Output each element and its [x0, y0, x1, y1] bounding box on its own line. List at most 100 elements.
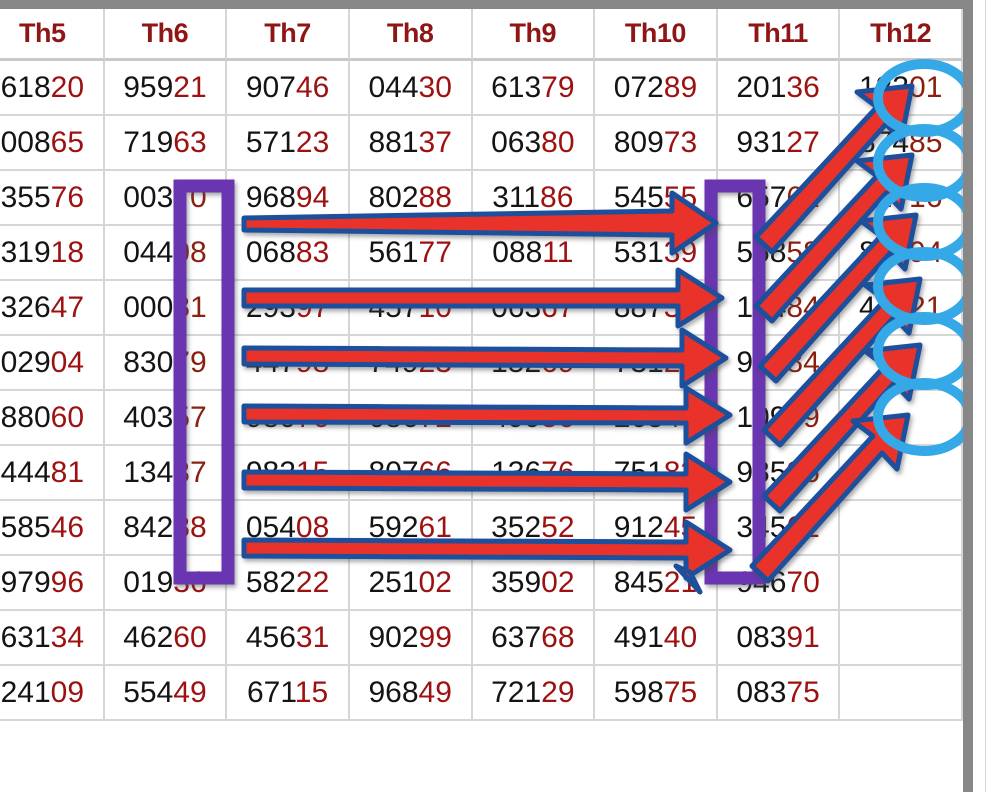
table-cell[interactable]: [840, 391, 963, 446]
table-cell[interactable]: [840, 501, 963, 556]
table-cell[interactable]: 35252: [472, 501, 596, 556]
table-cell[interactable]: 06380: [472, 116, 596, 171]
column-header-th10[interactable]: Th10: [595, 9, 718, 61]
column-header-th12[interactable]: Th12: [840, 9, 963, 61]
table-cell[interactable]: 87485: [840, 116, 963, 171]
column-header-th11[interactable]: Th11: [717, 9, 841, 61]
table-cell[interactable]: 58222: [227, 556, 350, 611]
table-cell[interactable]: 25102: [349, 556, 473, 611]
table-cell[interactable]: 06883: [227, 226, 350, 281]
table-cell[interactable]: 98526: [717, 446, 841, 501]
table-cell[interactable]: 80288: [349, 171, 473, 226]
table-cell[interactable]: 71963: [104, 116, 228, 171]
table-cell[interactable]: 00081: [104, 281, 228, 336]
table-cell[interactable]: 67115: [227, 666, 350, 721]
table-cell[interactable]: 94670: [717, 556, 841, 611]
table-cell[interactable]: 02904: [0, 336, 105, 391]
table-cell[interactable]: 24109: [0, 666, 105, 721]
table-cell[interactable]: 00370: [104, 171, 228, 226]
table-cell[interactable]: 80766: [349, 446, 473, 501]
table-cell[interactable]: 34562: [717, 501, 841, 556]
table-cell[interactable]: 26547: [595, 391, 718, 446]
table-cell[interactable]: 96894: [227, 171, 350, 226]
table-cell[interactable]: 57123: [227, 116, 350, 171]
table-cell[interactable]: 08672: [349, 391, 473, 446]
table-cell[interactable]: 04430: [349, 61, 473, 116]
table-cell[interactable]: 35576: [0, 171, 105, 226]
table-cell[interactable]: 96849: [349, 666, 473, 721]
table-cell[interactable]: 84288: [104, 501, 228, 556]
table-cell[interactable]: 90746: [227, 61, 350, 116]
table-cell[interactable]: 13437: [104, 446, 228, 501]
table-cell[interactable]: 13484: [717, 281, 841, 336]
column-header-th6[interactable]: Th6: [104, 9, 228, 61]
table-cell[interactable]: 10949: [717, 391, 841, 446]
table-cell[interactable]: 05408: [227, 501, 350, 556]
table-cell[interactable]: 83079: [104, 336, 228, 391]
table-cell[interactable]: 61820: [0, 61, 105, 116]
column-header-th7[interactable]: Th7: [227, 9, 350, 61]
table-cell[interactable]: 49956: [472, 391, 596, 446]
table-cell[interactable]: 20136: [717, 61, 841, 116]
table-cell[interactable]: [840, 666, 963, 721]
table-cell[interactable]: 01936: [104, 556, 228, 611]
table-cell[interactable]: 91484: [717, 336, 841, 391]
table-cell[interactable]: 59875: [595, 666, 718, 721]
table-cell[interactable]: 63768: [472, 611, 596, 666]
table-cell[interactable]: 88060: [0, 391, 105, 446]
table-cell[interactable]: 31918: [0, 226, 105, 281]
table-cell[interactable]: 32647: [0, 281, 105, 336]
table-cell[interactable]: 49140: [595, 611, 718, 666]
table-cell[interactable]: 45631: [227, 611, 350, 666]
table-cell[interactable]: 46260: [104, 611, 228, 666]
table-cell[interactable]: 90299: [349, 611, 473, 666]
table-cell[interactable]: 88733: [595, 281, 718, 336]
table-cell[interactable]: 74923: [349, 336, 473, 391]
table-cell[interactable]: 93127: [717, 116, 841, 171]
table-cell[interactable]: 44481: [0, 446, 105, 501]
table-cell[interactable]: 45710: [349, 281, 473, 336]
table-cell[interactable]: 87094: [840, 226, 963, 281]
table-cell[interactable]: 56177: [349, 226, 473, 281]
table-cell[interactable]: 79: [840, 336, 963, 391]
table-cell[interactable]: 73121: [595, 336, 718, 391]
column-header-th5[interactable]: Th5: [0, 9, 105, 61]
table-cell[interactable]: 07289: [595, 61, 718, 116]
table-cell[interactable]: 88137: [349, 116, 473, 171]
table-cell[interactable]: 54555: [595, 171, 718, 226]
table-cell[interactable]: 61379: [472, 61, 596, 116]
table-cell[interactable]: 08375: [717, 666, 841, 721]
table-cell[interactable]: 47521: [840, 281, 963, 336]
table-cell[interactable]: 08391: [717, 611, 841, 666]
table-cell[interactable]: 58546: [0, 501, 105, 556]
table-cell[interactable]: 80973: [595, 116, 718, 171]
table-cell[interactable]: 08811: [472, 226, 596, 281]
table-cell[interactable]: 55858: [717, 226, 841, 281]
table-cell[interactable]: 29397: [227, 281, 350, 336]
table-cell[interactable]: 44798: [227, 336, 350, 391]
table-cell[interactable]: 98215: [227, 446, 350, 501]
table-cell[interactable]: 13676: [472, 446, 596, 501]
table-cell[interactable]: 65761: [717, 171, 841, 226]
table-cell[interactable]: 00865: [0, 116, 105, 171]
table-cell[interactable]: 06367: [472, 281, 596, 336]
table-cell[interactable]: 01716: [840, 171, 963, 226]
table-cell[interactable]: 72129: [472, 666, 596, 721]
table-cell[interactable]: [840, 556, 963, 611]
table-cell[interactable]: 31186: [472, 171, 596, 226]
table-cell[interactable]: 91245: [595, 501, 718, 556]
table-cell[interactable]: 98076: [227, 391, 350, 446]
table-cell[interactable]: 55449: [104, 666, 228, 721]
table-cell[interactable]: 59261: [349, 501, 473, 556]
table-cell[interactable]: 15269: [472, 336, 596, 391]
table-cell[interactable]: 12301: [840, 61, 963, 116]
table-cell[interactable]: 75183: [595, 446, 718, 501]
table-cell[interactable]: 97996: [0, 556, 105, 611]
table-cell[interactable]: 63134: [0, 611, 105, 666]
table-cell[interactable]: 95921: [104, 61, 228, 116]
table-cell[interactable]: 40357: [104, 391, 228, 446]
column-header-th8[interactable]: Th8: [349, 9, 473, 61]
table-cell[interactable]: 84521: [595, 556, 718, 611]
column-header-th9[interactable]: Th9: [472, 9, 596, 61]
table-cell[interactable]: 35902: [472, 556, 596, 611]
